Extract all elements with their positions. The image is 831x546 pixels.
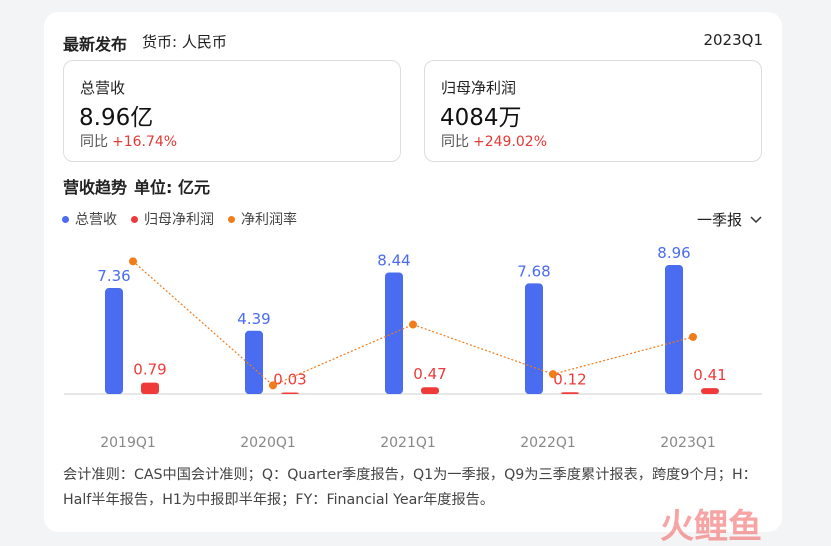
margin-point-2020Q1 (269, 381, 277, 390)
label-revenue-2023Q1: 8.96 (657, 244, 690, 262)
margin-line (132, 260, 694, 387)
profit-kpi-yoy: 同比 +249.02% (441, 131, 547, 151)
bar-profit-2023Q1 (701, 388, 719, 394)
x-tick-2019Q1: 2019Q1 (100, 435, 156, 451)
report-type-value: 一季报 (696, 211, 742, 229)
margin-point-2022Q1 (549, 370, 557, 379)
currency-label: 货币: 人民币 (142, 33, 227, 51)
revenue-kpi-yoy: 同比 +16.74% (80, 131, 177, 151)
chart-section-title: 营收趋势 单位: 亿元 (63, 174, 210, 198)
label-revenue-2020Q1: 4.39 (237, 310, 270, 328)
bar-revenue-2019Q1 (105, 288, 123, 394)
bar-revenue-2023Q1 (665, 264, 683, 394)
profit-kpi-value: 4084万 (440, 105, 522, 131)
legend-item-revenue[interactable]: 总营收 (62, 209, 117, 229)
chart-legend: 总营收 归母净利润 净利润率 (62, 209, 297, 229)
profit-yoy-label: 同比 (441, 134, 469, 150)
label-profit-2020Q1: 0.03 (273, 371, 306, 389)
label-profit-2019Q1: 0.79 (133, 361, 166, 379)
legend-item-margin[interactable]: 净利润率 (228, 209, 297, 229)
profit-yoy-value: +249.02% (473, 134, 548, 150)
profit-dot-icon (131, 215, 138, 223)
label-revenue-2021Q1: 8.44 (377, 251, 410, 269)
svg-text:火鲤鱼: 火鲤鱼 (660, 507, 762, 546)
x-tick-2021Q1: 2021Q1 (380, 435, 436, 451)
revenue-yoy-label: 同比 (80, 134, 108, 150)
revenue-trend-chart: 7.36 0.79 2019Q1 4.39 0.03 2020Q1 8.44 0.47 2021… (64, 244, 762, 451)
watermark-logo: 火鲤鱼 (660, 507, 762, 546)
label-profit-2021Q1: 0.47 (413, 365, 446, 383)
bar-profit-2021Q1 (421, 387, 439, 394)
x-tick-2020Q1: 2020Q1 (240, 435, 296, 451)
report-period: 2023Q1 (703, 31, 763, 49)
margin-point-2023Q1 (689, 332, 697, 341)
financial-card: 最新发布 货币: 人民币 2023Q1 总营收 8.96亿 同比 +16.74% … (44, 12, 782, 546)
bar-profit-2020Q1 (281, 392, 299, 394)
label-revenue-2022Q1: 7.68 (517, 262, 550, 280)
section-title: 营收趋势 (63, 178, 128, 197)
report-type-dropdown[interactable]: 一季报 (697, 209, 762, 230)
section-unit: 单位: 亿元 (134, 178, 210, 197)
bar-revenue-2022Q1 (525, 283, 543, 394)
accounting-footnote: 会计准则：CAS中国会计准则；Q：Quarter季度报告，Q1为一季报，Q9为三… (63, 467, 757, 508)
legend-margin-label: 净利润率 (241, 212, 297, 228)
revenue-kpi-label: 总营收 (80, 79, 126, 97)
revenue-kpi-card[interactable]: 总营收 8.96亿 同比 +16.74% (63, 60, 401, 162)
margin-point-2021Q1 (409, 320, 417, 329)
x-tick-2022Q1: 2022Q1 (520, 435, 576, 451)
bar-revenue-2021Q1 (385, 272, 403, 394)
card-title: 最新发布 (63, 35, 128, 54)
profit-kpi-label: 归母净利润 (441, 79, 517, 97)
bar-profit-2022Q1 (561, 392, 579, 394)
margin-dot-icon (228, 215, 235, 223)
bar-profit-2019Q1 (141, 382, 159, 394)
legend-profit-label: 归母净利润 (144, 212, 214, 228)
label-revenue-2019Q1: 7.36 (97, 267, 130, 285)
revenue-kpi-value: 8.96亿 (79, 105, 154, 131)
label-profit-2023Q1: 0.41 (693, 366, 726, 384)
legend-item-profit[interactable]: 归母净利润 (131, 209, 214, 229)
revenue-yoy-value: +16.74% (112, 134, 178, 150)
bar-revenue-2020Q1 (245, 330, 263, 394)
legend-revenue-label: 总营收 (75, 212, 117, 228)
revenue-dot-icon (62, 215, 69, 223)
profit-kpi-card[interactable]: 归母净利润 4084万 同比 +249.02% (424, 60, 762, 162)
chevron-down-icon (750, 215, 762, 223)
x-tick-2023Q1: 2023Q1 (660, 435, 716, 451)
label-profit-2022Q1: 0.12 (553, 370, 586, 388)
margin-point-2019Q1 (129, 257, 137, 266)
